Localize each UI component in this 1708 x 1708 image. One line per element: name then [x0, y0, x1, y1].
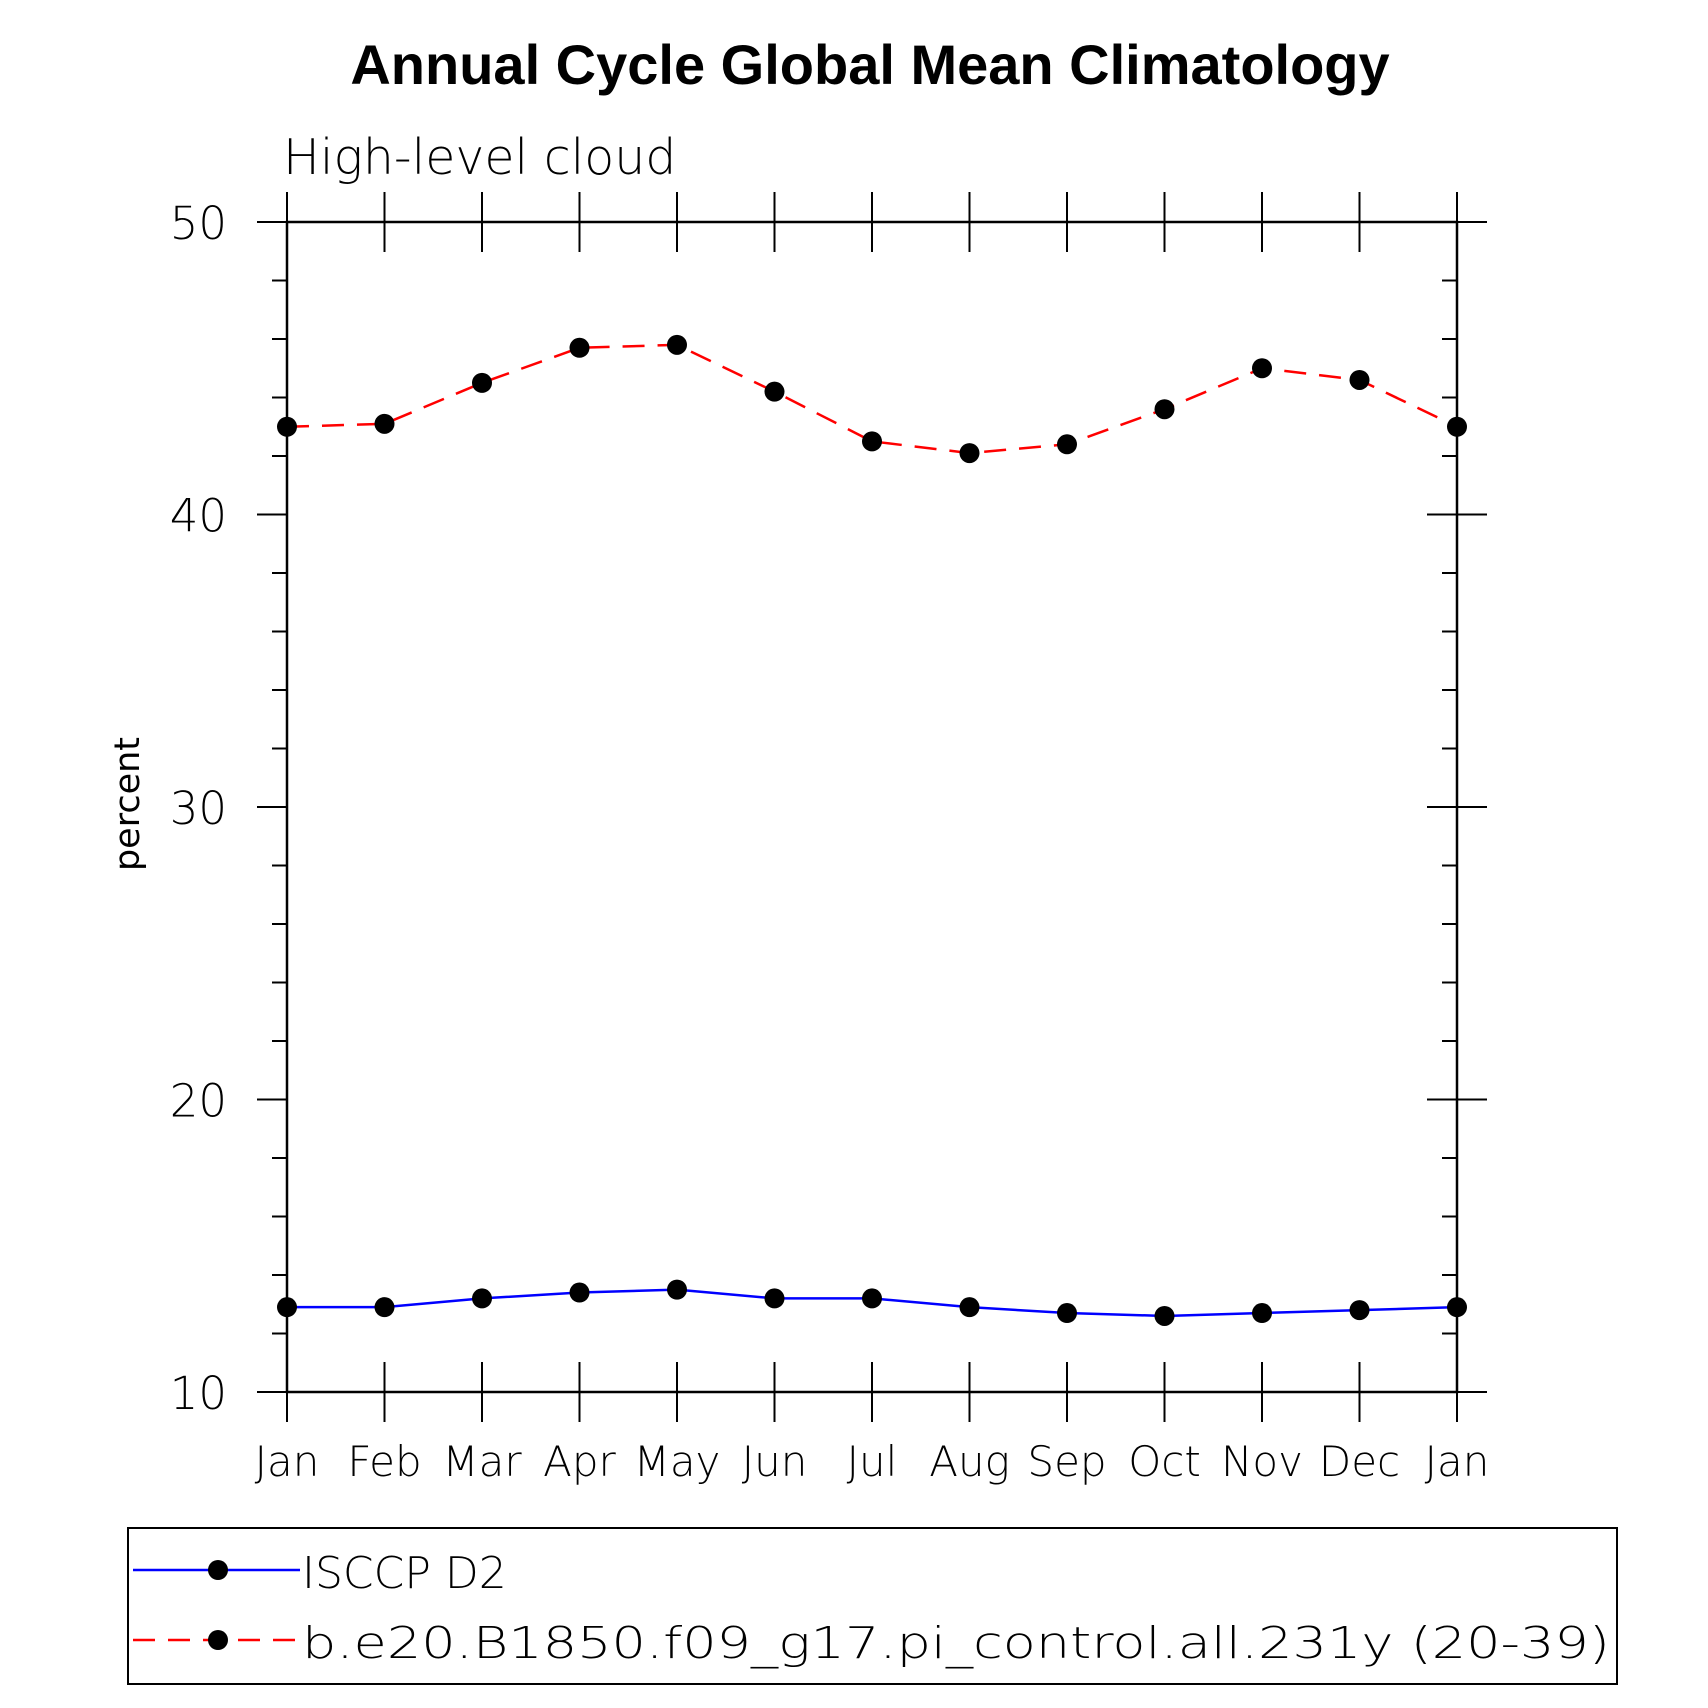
plot-frame — [285, 220, 1459, 1394]
y-tick-label: 10 — [170, 1367, 227, 1420]
y-tick-label: 50 — [170, 197, 227, 250]
data-point-series-0 — [1349, 1300, 1370, 1321]
data-series — [277, 334, 1467, 1326]
data-point-series-1 — [1447, 416, 1467, 437]
y-tick-labels: 10 20 30 40 50 — [170, 197, 227, 1420]
legend-marker-isccp — [208, 1560, 228, 1580]
data-point-series-1 — [764, 381, 785, 402]
data-point-series-1 — [569, 337, 590, 358]
data-point-series-0 — [667, 1279, 687, 1300]
legend-marker-model — [208, 1630, 228, 1650]
data-point-series-0 — [569, 1282, 590, 1303]
x-tick-label: Mar — [442, 1437, 522, 1486]
data-point-series-0 — [862, 1288, 882, 1309]
data-point-series-1 — [1154, 399, 1175, 420]
data-point-series-1 — [667, 334, 687, 355]
data-point-series-0 — [1154, 1305, 1175, 1326]
x-tick-label: Jun — [742, 1437, 808, 1486]
data-point-series-1 — [472, 372, 492, 393]
data-point-series-0 — [277, 1297, 297, 1318]
data-point-series-0 — [764, 1288, 785, 1309]
data-point-series-0 — [959, 1297, 980, 1318]
data-point-series-1 — [277, 416, 297, 437]
legend-label-model: b.e20.B1850.f09_g17.pi_control.all.231y … — [302, 1618, 1610, 1669]
data-point-series-1 — [1057, 434, 1077, 455]
y-tick-label: 40 — [170, 490, 227, 543]
x-tick-label: Dec — [1319, 1437, 1400, 1486]
x-tick-label: Sep — [1027, 1437, 1106, 1486]
data-point-series-0 — [472, 1288, 492, 1309]
data-point-series-1 — [862, 431, 882, 452]
axis-ticks — [257, 192, 1487, 1422]
data-point-series-0 — [374, 1297, 395, 1318]
x-tick-labels: Jan Feb Mar Apr May Jun Jul Aug Sep Oct Nov Dec Jan — [255, 1437, 1490, 1486]
data-point-series-1 — [959, 443, 980, 464]
y-tick-label: 20 — [170, 1075, 227, 1128]
data-point-series-1 — [1252, 358, 1272, 379]
chart-subtitle: High-level cloud — [283, 129, 676, 186]
x-tick-label: May — [634, 1437, 721, 1486]
data-point-series-1 — [374, 413, 395, 434]
data-point-series-0 — [1057, 1303, 1077, 1324]
legend: ISCCP D2 b.e20.B1850.f09_g17.pi_control.… — [127, 1527, 1618, 1685]
data-point-series-0 — [1252, 1303, 1272, 1324]
chart-title: Annual Cycle Global Mean Climatology — [350, 33, 1389, 96]
x-tick-label: Feb — [347, 1437, 421, 1486]
data-point-series-0 — [1447, 1297, 1467, 1318]
y-tick-label: 30 — [170, 782, 227, 835]
y-axis-label: percent — [108, 737, 148, 871]
data-point-series-1 — [1349, 369, 1370, 390]
x-tick-label: Jan — [255, 1437, 320, 1486]
x-tick-label: Jan — [1425, 1437, 1490, 1486]
x-tick-label: Aug — [929, 1437, 1010, 1486]
x-tick-label: Jul — [847, 1437, 898, 1486]
legend-label-isccp: ISCCP D2 — [302, 1548, 507, 1599]
x-tick-label: Oct — [1128, 1437, 1201, 1486]
x-tick-label: Nov — [1221, 1437, 1303, 1486]
x-tick-label: Apr — [543, 1437, 616, 1486]
legend-frame — [127, 1527, 1618, 1685]
